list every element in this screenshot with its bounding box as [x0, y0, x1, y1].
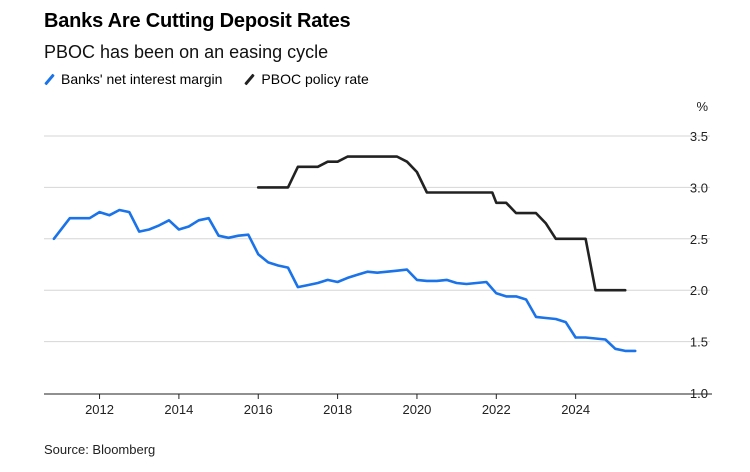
- chart-title: Banks Are Cutting Deposit Rates: [44, 10, 351, 32]
- legend-item-pboc: PBOC policy rate: [244, 71, 369, 87]
- y-tick-label: 3.5: [690, 129, 708, 144]
- x-tick-label: 2018: [323, 402, 352, 417]
- y-tick-label: 2.0: [690, 283, 708, 298]
- y-tick-label: 2.5: [690, 232, 708, 247]
- x-tick-label: 2014: [164, 402, 193, 417]
- legend: Banks' net interest margin PBOC policy r…: [44, 71, 391, 87]
- x-tick-label: 2020: [402, 402, 431, 417]
- source-note: Source: Bloomberg: [44, 442, 156, 457]
- x-tick-label: 2016: [244, 402, 273, 417]
- y-tick-label: 3.0: [690, 180, 708, 195]
- y-tick-label: 1.5: [690, 335, 708, 350]
- x-tick-label: 2022: [482, 402, 511, 417]
- x-tick-label: 2012: [85, 402, 114, 417]
- x-tick-label: 2024: [561, 402, 590, 417]
- legend-label-pboc: PBOC policy rate: [261, 71, 369, 87]
- y-axis-unit: %: [696, 99, 708, 114]
- chart-subtitle: PBOC has been on an easing cycle: [44, 42, 329, 62]
- legend-item-nim: Banks' net interest margin: [44, 71, 222, 87]
- series-line-net-interest-margin: [52, 208, 637, 353]
- legend-label-nim: Banks' net interest margin: [61, 71, 223, 87]
- series-line-pboc-policy-rate: [256, 155, 627, 292]
